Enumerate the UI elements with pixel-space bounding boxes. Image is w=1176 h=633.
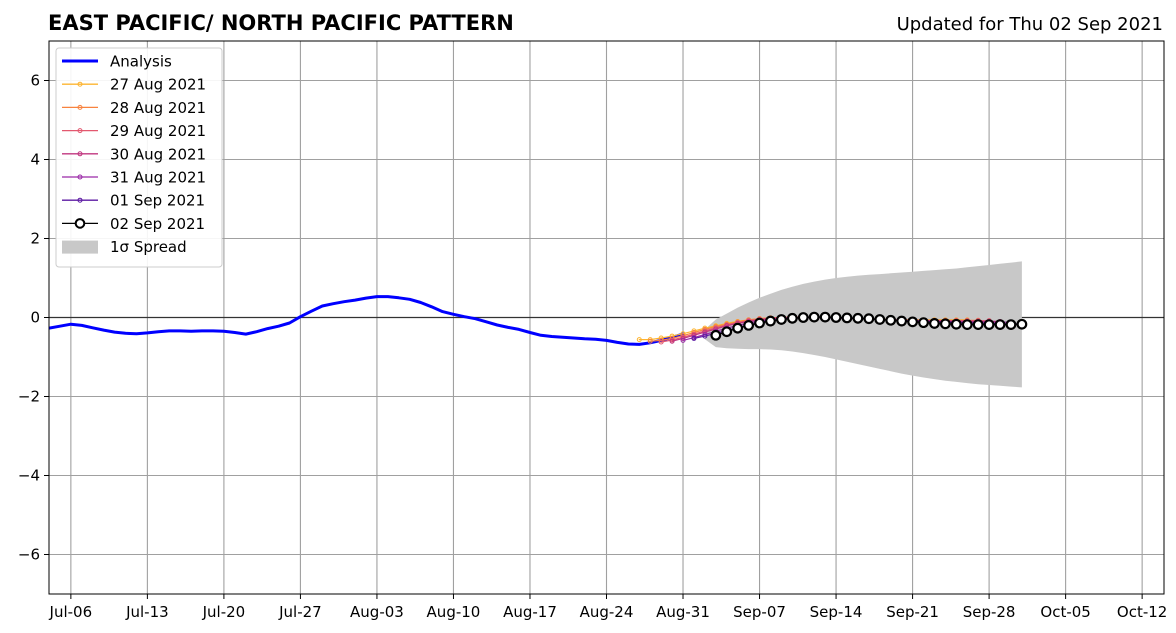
series-02-sep-2021 (710, 311, 1028, 341)
x-tick-label: Aug-31 (656, 603, 710, 621)
legend-marker (77, 81, 83, 87)
legend-label: 31 Aug 2021 (110, 169, 206, 187)
legend-label: 1σ Spread (110, 238, 187, 256)
legend-label: 28 Aug 2021 (110, 99, 206, 117)
legend-label: 01 Sep 2021 (110, 192, 205, 210)
axis-ticks: Jul-06 Jul-13 Jul-20 Jul-27 Aug-03 Aug-10 Aug-… (18, 72, 1167, 622)
data-point (710, 329, 722, 341)
spread-band (704, 261, 1022, 388)
legend-marker (77, 128, 83, 134)
legend-entry-29-aug-2021: 29 Aug 2021 (62, 122, 206, 140)
series-line (49, 295, 685, 346)
x-tick-label: Aug-03 (350, 603, 404, 621)
data-point (743, 320, 755, 331)
data-point (797, 312, 809, 323)
data-point (863, 313, 875, 325)
legend-entry-01-sep-2021: 01 Sep 2021 (62, 192, 205, 210)
legend-marker (74, 218, 86, 229)
chart-subtitle: Updated for Thu 02 Sep 2021 (897, 14, 1163, 35)
legend-marker (77, 104, 83, 110)
y-tick-label: 0 (30, 309, 40, 327)
legend-label: 27 Aug 2021 (110, 76, 206, 94)
data-point (907, 316, 918, 328)
data-point (852, 312, 864, 324)
x-tick-label: Sep-21 (886, 603, 939, 621)
y-tick-label: −6 (18, 546, 40, 564)
legend-label: 29 Aug 2021 (110, 122, 206, 140)
legend-frame (55, 47, 223, 268)
data-point (983, 319, 995, 331)
data-point (702, 333, 708, 339)
data-point (765, 315, 776, 327)
legend-label: 02 Sep 2021 (110, 215, 205, 233)
legend-entry-28-aug-2021: 28 Aug 2021 (62, 99, 206, 117)
data-point (732, 322, 744, 334)
x-tick-label: Sep-14 (810, 603, 863, 621)
x-tick-label: Oct-12 (1117, 603, 1167, 621)
y-tick-label: −2 (18, 388, 40, 406)
legend-entry-27-aug-2021: 27 Aug 2021 (62, 76, 206, 94)
data-point (896, 315, 908, 327)
data-point (874, 314, 886, 325)
legend-entry-02-sep-2021: 02 Sep 2021 (62, 215, 205, 233)
legend-entry-30-aug-2021: 30 Aug 2021 (62, 145, 206, 163)
y-tick-label: −4 (18, 467, 40, 485)
data-point (830, 312, 842, 323)
data-point (658, 339, 664, 345)
chart-title: EAST PACIFIC/ NORTH PACIFIC PATTERN (48, 11, 514, 35)
data-point (786, 312, 798, 324)
x-tick-label: Aug-17 (503, 603, 557, 621)
data-point (754, 317, 765, 329)
data-point (1005, 319, 1017, 331)
data-point (961, 319, 973, 331)
y-tick-label: 2 (30, 230, 40, 248)
y-tick-label: 6 (30, 72, 40, 90)
data-point (680, 337, 686, 343)
legend: Analysis 27 Aug 2021 28 Aug 2021 29 Aug 202… (55, 47, 223, 268)
spread-area (704, 261, 1022, 388)
data-point (929, 318, 940, 329)
data-point (841, 312, 853, 324)
data-point (808, 311, 820, 323)
data-point (1016, 318, 1028, 330)
x-tick-label: Jul-13 (125, 603, 169, 621)
legend-marker (77, 151, 83, 157)
x-tick-label: Jul-06 (49, 603, 93, 621)
legend-swatch (62, 240, 98, 254)
data-point (885, 314, 897, 326)
data-point (721, 326, 733, 338)
data-point (647, 338, 653, 344)
x-tick-label: Sep-07 (733, 603, 786, 621)
data-point (691, 335, 697, 341)
x-tick-label: Jul-20 (202, 603, 246, 621)
y-tick-label: 4 (30, 151, 40, 169)
data-point (669, 338, 675, 344)
legend-marker (77, 174, 83, 180)
data-point (939, 318, 951, 330)
legend-label: 30 Aug 2021 (110, 145, 206, 163)
x-tick-label: Jul-27 (278, 603, 322, 621)
x-tick-label: Aug-24 (580, 603, 634, 621)
x-tick-label: Oct-05 (1040, 603, 1090, 621)
legend-entry-31-aug-2021: 31 Aug 2021 (62, 169, 206, 187)
data-point (636, 337, 642, 343)
legend-entry-spread: 1σ Spread (62, 238, 187, 256)
series-analysis (49, 295, 685, 346)
legend-entry-analysis: Analysis (62, 53, 172, 71)
data-point (776, 314, 787, 325)
data-point (819, 311, 831, 323)
legend-marker (77, 197, 83, 203)
data-point (950, 318, 962, 330)
x-tick-label: Sep-28 (963, 603, 1016, 621)
data-point (994, 319, 1006, 331)
data-point (972, 319, 984, 331)
x-tick-label: Aug-10 (427, 603, 481, 621)
data-point (918, 317, 929, 329)
series-lines (49, 295, 1028, 346)
legend-label: Analysis (110, 53, 172, 71)
